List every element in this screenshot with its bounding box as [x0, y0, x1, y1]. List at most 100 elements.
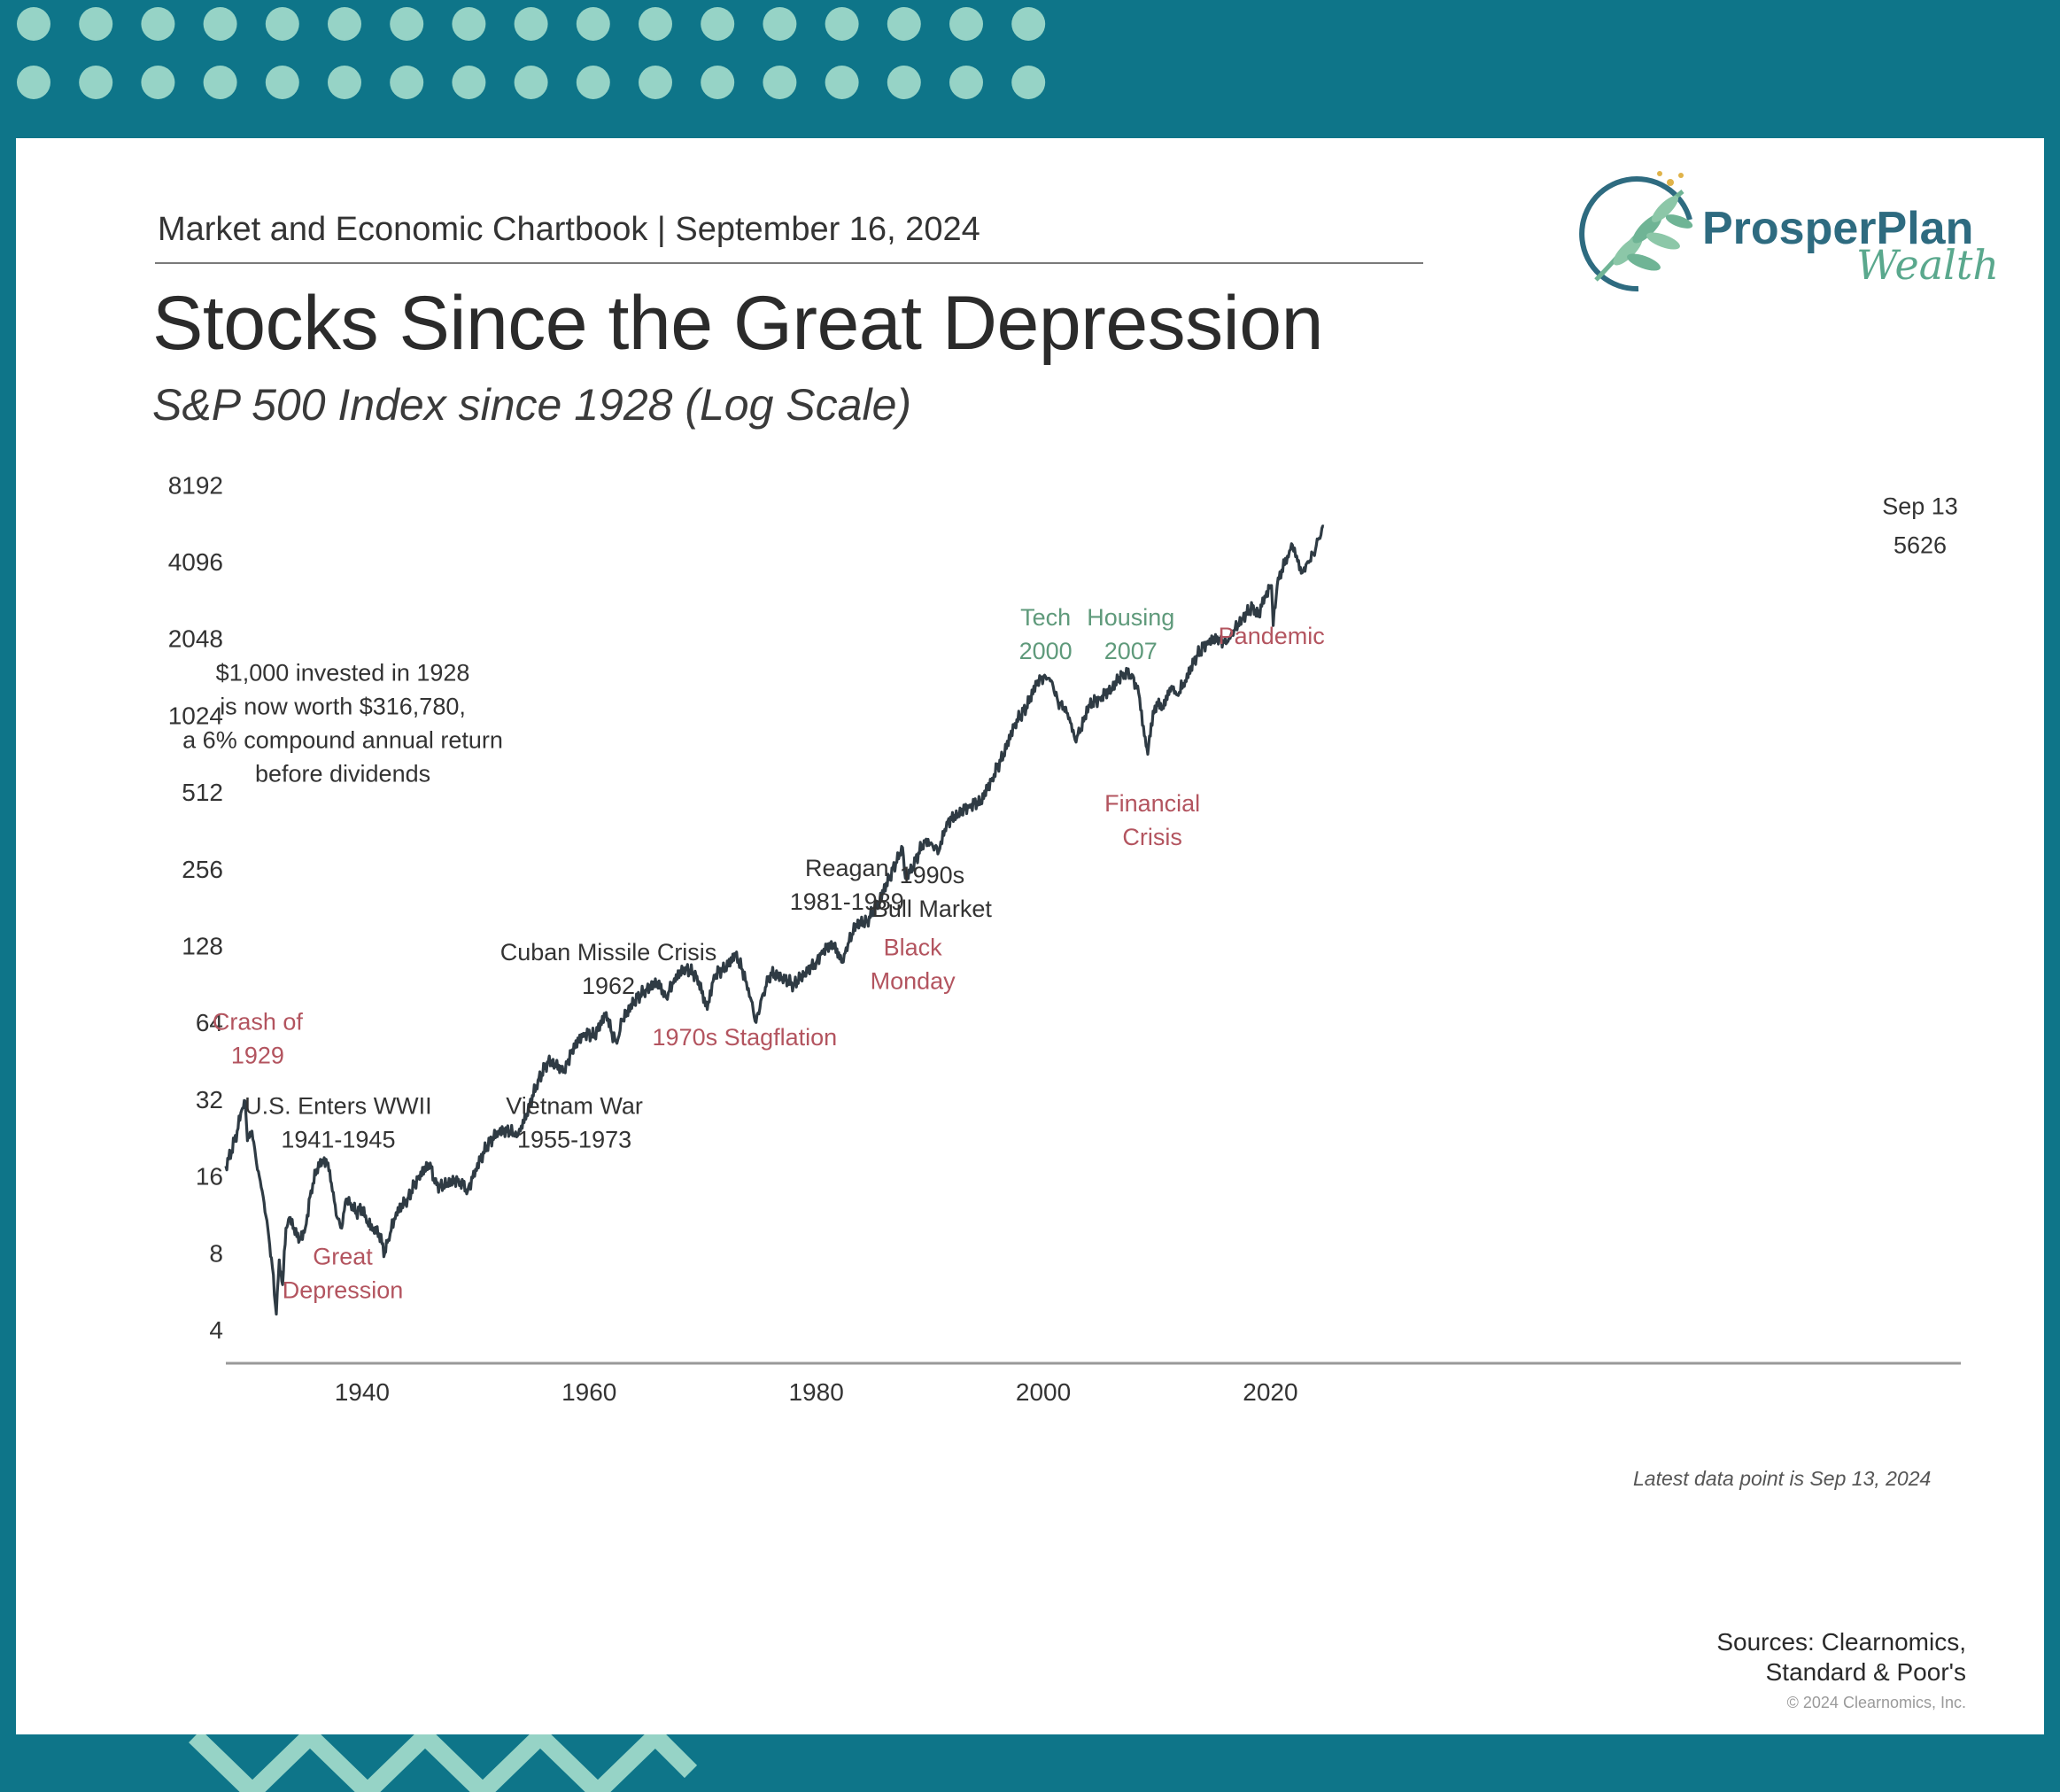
decorative-chevrons [189, 1723, 698, 1792]
decorative-dot [576, 7, 610, 41]
decorative-dot [514, 7, 548, 41]
header-divider [155, 262, 1423, 264]
annotation-bull-90s: 1990s Bull Market [872, 862, 993, 922]
y-tick-label: 16 [196, 1163, 223, 1191]
copyright: © 2024 Clearnomics, Inc. [1786, 1694, 1966, 1711]
annotation-text: 2007 [1104, 638, 1158, 664]
decorative-dot [949, 7, 983, 41]
annotation-invested: $1,000 invested in 1928 is now worth $316… [182, 659, 503, 787]
decorative-dot [17, 7, 50, 41]
annotation-text: 1929 [231, 1042, 284, 1068]
annotation-text: Bull Market [872, 896, 993, 922]
sp500-series-line [224, 524, 1325, 1316]
end-label: Sep 13 5626 [1882, 493, 1958, 558]
decorative-dot [452, 66, 486, 99]
decorative-dot [141, 66, 175, 99]
decorative-dot [825, 66, 859, 99]
end-date-label: Sep 13 [1882, 493, 1958, 519]
annotation-text: 1955-1973 [517, 1127, 631, 1153]
decorative-dot [452, 7, 486, 41]
x-tick-label: 2020 [1243, 1378, 1297, 1406]
decorative-dot [701, 7, 735, 41]
decorative-dot [265, 66, 299, 99]
logo-star-icon [1667, 179, 1674, 186]
chart-card [16, 138, 2044, 1734]
brand-logo [1579, 171, 1693, 292]
annotation-text: 1981-1989 [790, 888, 904, 915]
annotation-cuban: Cuban Missile Crisis 1962 [500, 939, 717, 999]
decorative-dot [825, 7, 859, 41]
y-tick-label: 512 [182, 779, 223, 806]
decorative-dot [203, 7, 237, 41]
y-tick-label: 1024 [168, 702, 223, 729]
annotation-pandemic: Pandemic [1219, 623, 1325, 649]
decorative-dot [79, 7, 113, 41]
annotation-text: 1990s [900, 862, 965, 888]
decorative-dot [514, 66, 548, 99]
decorative-dot [390, 7, 424, 41]
annotation-text: 1962 [582, 973, 635, 999]
decorative-dot [328, 66, 361, 99]
page-subtitle: S&P 500 Index since 1928 (Log Scale) [152, 380, 912, 430]
annotation-crash-1929: Crash of 1929 [213, 1008, 304, 1068]
x-tick-label: 2000 [1016, 1378, 1071, 1406]
y-tick-label: 8 [209, 1239, 223, 1267]
chartbook-header: Market and Economic Chartbook | Septembe… [158, 211, 980, 248]
decorative-dot [576, 66, 610, 99]
logo-ring-icon [1579, 176, 1692, 292]
annotation-wwii: U.S. Enters WWII 1941-1945 [244, 1093, 432, 1153]
annotation-text: Financial [1104, 790, 1200, 817]
annotation-text: Cuban Missile Crisis [500, 939, 717, 966]
annotation-text: Great [313, 1243, 373, 1269]
decorative-dot [1011, 66, 1046, 99]
annotation-text: Crash of [213, 1008, 304, 1035]
annotation-text: Pandemic [1219, 623, 1325, 649]
annotation-text: before dividends [255, 760, 430, 787]
decorative-dot [141, 7, 175, 41]
annotation-text: Black [884, 935, 943, 961]
annotation-text: 1970s Stagflation [653, 1024, 838, 1051]
y-tick-label: 4096 [168, 548, 223, 576]
annotation-black-monday: Black Monday [871, 935, 956, 995]
y-axis: 4 8 16 32 64 128 256 512 1024 2048 4096 8192 [168, 471, 223, 1344]
x-tick-label: 1980 [788, 1378, 843, 1406]
annotation-text: U.S. Enters WWII [244, 1093, 432, 1120]
y-tick-label: 128 [182, 933, 223, 960]
annotation-reagan: Reagan 1981-1989 [790, 855, 904, 915]
decorative-dot [639, 7, 672, 41]
annotation-stagflation: 1970s Stagflation [653, 1024, 838, 1051]
annotation-great-depression: Great Depression [283, 1243, 404, 1303]
decorative-dot [639, 66, 672, 99]
decorative-dot [17, 66, 50, 99]
annotation-text: a 6% compound annual return [182, 726, 503, 753]
decorative-dots [17, 7, 1046, 99]
annotation-text: 2000 [1019, 638, 1073, 664]
decorative-dot [328, 7, 361, 41]
decorative-dot [949, 66, 983, 99]
page-title: Stocks Since the Great Depression [152, 281, 1323, 366]
brand-name: ProsperPlan [1702, 203, 1974, 254]
y-tick-label: 32 [196, 1086, 223, 1113]
x-tick-label: 1960 [561, 1378, 616, 1406]
annotation-text: Crisis [1122, 824, 1182, 850]
annotation-text: 1941-1945 [281, 1127, 395, 1153]
latest-data-footnote: Latest data point is Sep 13, 2024 [1633, 1467, 1932, 1490]
decorative-dot [763, 66, 797, 99]
annotation-vietnam: Vietnam War 1955-1973 [506, 1093, 643, 1153]
annotation-housing-2007: Housing 2007 [1087, 604, 1174, 664]
brand-subname: Wealth [1856, 241, 1999, 289]
decorative-dot [887, 7, 921, 41]
annotation-text: Depression [283, 1276, 404, 1303]
annotation-text: Reagan [805, 855, 889, 881]
sources-line1: Sources: Clearnomics, [1716, 1628, 1966, 1656]
annotation-tech-2000: Tech 2000 [1019, 604, 1073, 664]
y-tick-label: 4 [209, 1316, 223, 1344]
decorative-dot [390, 66, 424, 99]
decorative-dot [79, 66, 113, 99]
y-tick-label: 64 [196, 1009, 223, 1036]
end-value-label: 5626 [1893, 531, 1947, 558]
annotation-text: is now worth $316,780, [220, 693, 466, 719]
y-tick-label: 2048 [168, 625, 223, 653]
sources-line2: Standard & Poor's [1765, 1658, 1966, 1686]
